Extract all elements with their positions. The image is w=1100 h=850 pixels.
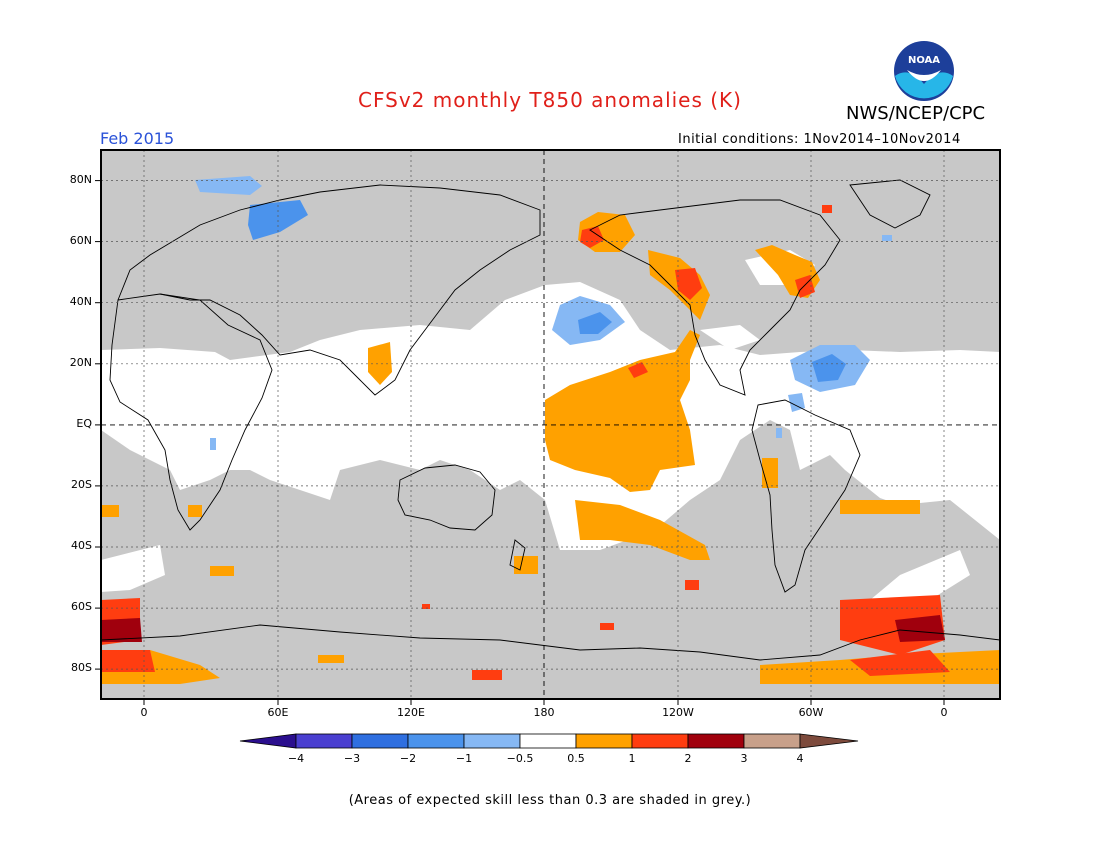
colorbar-swatch [351, 733, 409, 749]
colorbar-tick-label: −2 [399, 752, 417, 765]
lon-label: 60E [267, 706, 289, 719]
skill-footnote: (Areas of expected skill less than 0.3 a… [348, 793, 752, 808]
colorbar-swatch [631, 733, 689, 749]
lon-label: 120E [397, 706, 425, 719]
lon-label: 0 [940, 706, 948, 719]
colorbar-tick-label: 3 [740, 752, 748, 765]
colorbar-swatch [519, 733, 577, 749]
positive-anomalies [101, 205, 1000, 684]
lat-label: 80N [69, 173, 92, 186]
valid-month-label: Feb 2015 [100, 129, 175, 148]
anomaly-field [101, 150, 1000, 699]
agency-label: NWS/NCEP/CPC [846, 103, 986, 124]
colorbar [239, 733, 859, 749]
svg-text:NOAA: NOAA [908, 55, 940, 66]
colorbar-tick-label: 1 [628, 752, 636, 765]
colorbar-swatch [239, 733, 297, 749]
lat-label: EQ [76, 417, 92, 430]
lon-label: 180 [533, 706, 555, 719]
axis-ticks [95, 180, 945, 705]
lat-label: 60S [71, 600, 92, 613]
colorbar-swatch [687, 733, 745, 749]
lat-label: 60N [69, 234, 92, 247]
colorbar-tick-label: 0.5 [567, 752, 585, 765]
colorbar-tick-label: 4 [796, 752, 804, 765]
colorbar-tick-label: −3 [343, 752, 361, 765]
coastlines [101, 179, 1000, 661]
lat-label: 40N [69, 295, 92, 308]
lat-label: 40S [71, 539, 92, 552]
equator-dateline [101, 150, 1000, 699]
colorbar-swatch [743, 733, 801, 749]
colorbar-swatch [463, 733, 521, 749]
colorbar-swatch [799, 733, 859, 749]
lon-label: 120W [662, 706, 694, 719]
colorbar-swatch [407, 733, 465, 749]
lon-label: 60W [798, 706, 824, 719]
lat-label: 20N [69, 356, 92, 369]
colorbar-tick-label: −4 [287, 752, 305, 765]
lat-label: 80S [71, 661, 92, 674]
colorbar-swatch [575, 733, 633, 749]
colorbar-tick-label: 2 [684, 752, 692, 765]
lon-label: 0 [140, 706, 148, 719]
lat-label: 20S [71, 478, 92, 491]
colorbar-swatch [295, 733, 353, 749]
initial-conditions-label: Initial conditions: 1Nov2014–10Nov2014 [678, 132, 961, 147]
colorbar-tick-label: −1 [455, 752, 473, 765]
lat-lon-grid [101, 150, 1000, 699]
colorbar-tick-label: −0.5 [506, 752, 534, 765]
map-title: CFSv2 monthly T850 anomalies (K) [358, 88, 742, 112]
noaa-logo-icon: NOAA [894, 41, 954, 101]
